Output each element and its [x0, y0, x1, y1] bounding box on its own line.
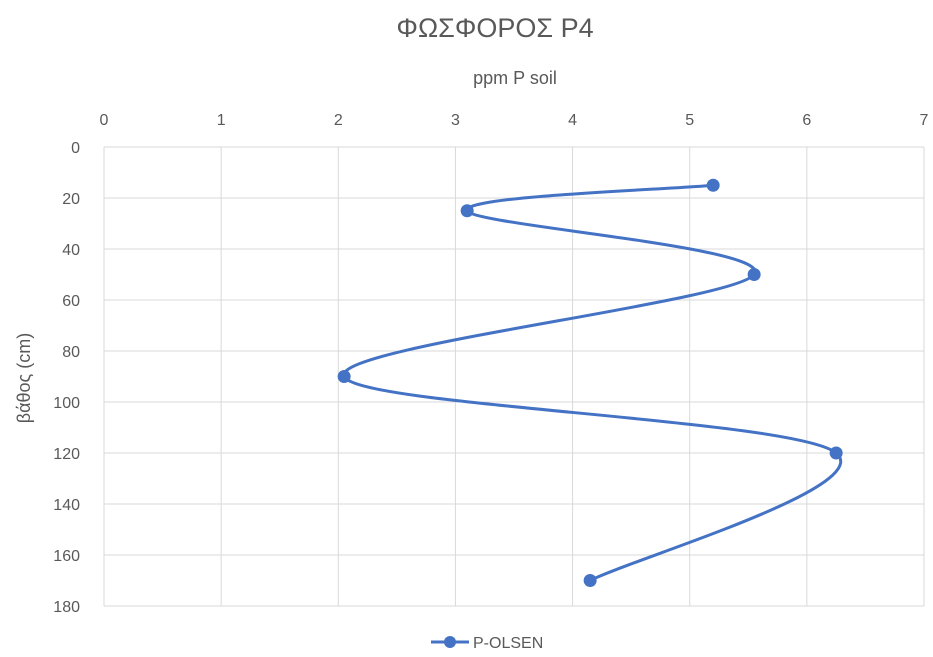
x-axis-ticks: 0 1 2 3 4 5 6 7 [100, 112, 929, 129]
x-tick-label: 1 [217, 112, 226, 129]
y-tick-label: 160 [53, 548, 80, 565]
x-axis-title: ppm P soil [473, 68, 557, 88]
x-tick-label: 0 [100, 112, 109, 129]
y-tick-label: 80 [62, 344, 80, 361]
data-point-marker [706, 178, 720, 192]
x-tick-label: 5 [685, 112, 694, 129]
data-point-marker [829, 446, 843, 460]
x-tick-label: 3 [451, 112, 460, 129]
y-tick-label: 180 [53, 599, 80, 616]
data-point-marker [747, 268, 761, 281]
y-tick-label: 60 [62, 293, 80, 310]
chart-title: ΦΩΣΦΟΡΟΣ P4 [396, 13, 593, 43]
y-tick-label: 120 [53, 446, 80, 463]
legend-label-p-olsen: P-OLSEN [473, 635, 543, 652]
x-tick-label: 2 [334, 112, 343, 129]
legend: P-OLSEN [431, 635, 543, 652]
y-tick-label: 140 [53, 497, 80, 514]
y-axis-ticks: 0 20 40 60 80 100 120 140 160 180 [53, 140, 80, 616]
y-tick-label: 40 [62, 242, 80, 259]
y-tick-label: 20 [62, 191, 80, 208]
x-tick-label: 4 [568, 112, 577, 129]
data-point-marker [583, 574, 597, 587]
y-tick-label: 100 [53, 395, 80, 412]
data-point-marker [337, 370, 351, 383]
x-tick-label: 7 [920, 112, 929, 129]
x-tick-label: 6 [802, 112, 811, 129]
y-tick-label: 0 [71, 140, 80, 157]
series-layer [337, 178, 843, 587]
data-point-marker [460, 204, 474, 218]
series-line-p-olsen [342, 183, 842, 582]
gridlines [103, 146, 925, 607]
y-axis-title: βάθος (cm) [14, 333, 34, 423]
legend-marker [444, 636, 456, 648]
